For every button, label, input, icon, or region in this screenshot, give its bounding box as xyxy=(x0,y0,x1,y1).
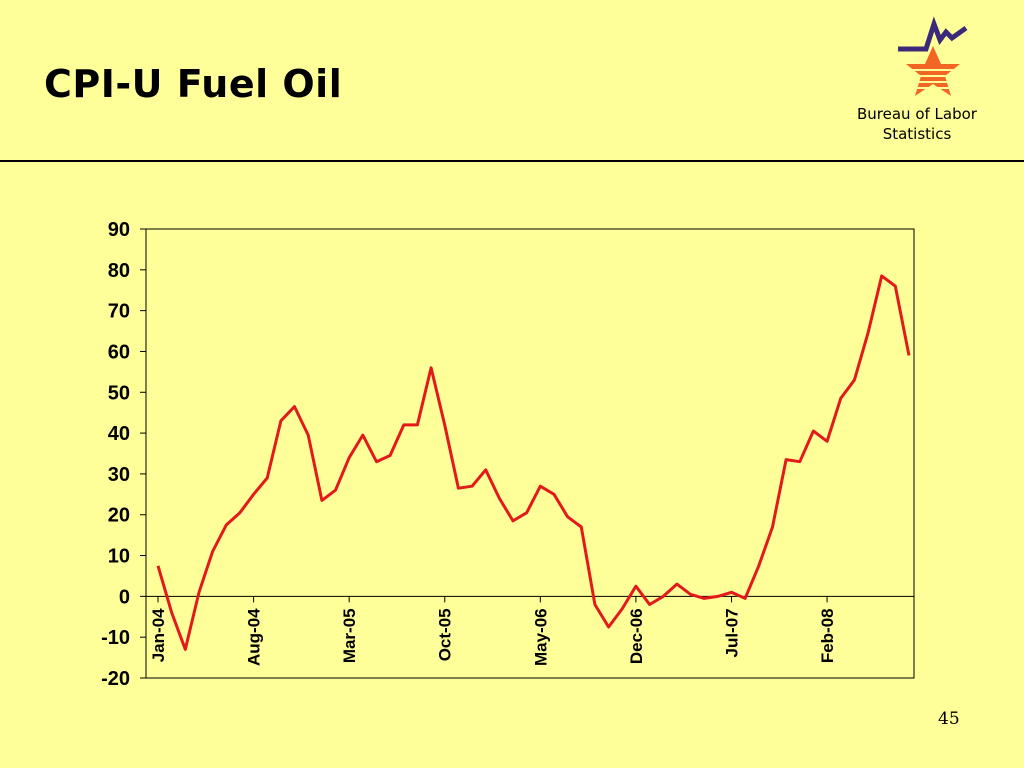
x-tick-label: Aug-04 xyxy=(245,608,264,666)
y-tick-label: 70 xyxy=(108,301,130,323)
slide-title: CPI-U Fuel Oil xyxy=(44,62,343,106)
x-tick-label: Feb-08 xyxy=(818,608,837,663)
y-tick-label: 50 xyxy=(108,382,130,404)
y-axis: 90 80 70 60 50 40 30 20 10 0 -10 -20 xyxy=(101,219,146,690)
x-tick-label: Jul-07 xyxy=(722,608,741,657)
organization-name: Bureau of Labor Statistics xyxy=(857,105,977,143)
x-tick-label: Jan-04 xyxy=(149,608,168,662)
y-tick-label: 10 xyxy=(108,546,130,568)
series-line xyxy=(156,274,911,651)
x-tick-label: Mar-05 xyxy=(340,608,359,663)
y-tick-label: 80 xyxy=(108,260,130,282)
series-group xyxy=(156,274,911,651)
y-tick-label: 30 xyxy=(108,464,130,486)
title-divider xyxy=(0,160,1024,162)
y-tick-label: -10 xyxy=(101,627,130,649)
y-tick-label: 40 xyxy=(108,423,130,445)
x-tick-label: Dec-06 xyxy=(627,608,646,664)
x-axis: Jan-04 Aug-04 Mar-05 Oct-05 May-06 Dec-06 Jul-… xyxy=(146,595,914,666)
x-tick-label: Oct-05 xyxy=(436,608,455,661)
y-tick-label: 90 xyxy=(108,219,130,241)
y-tick-label: 20 xyxy=(108,505,130,527)
page-number: 45 xyxy=(938,709,960,729)
x-tick-label: May-06 xyxy=(531,608,550,666)
plot-area-frame xyxy=(145,228,915,679)
y-tick-label: 60 xyxy=(108,341,130,363)
y-tick-label: 0 xyxy=(119,586,130,608)
y-tick-label: -20 xyxy=(101,668,130,690)
bls-star-logo-icon xyxy=(898,16,968,96)
